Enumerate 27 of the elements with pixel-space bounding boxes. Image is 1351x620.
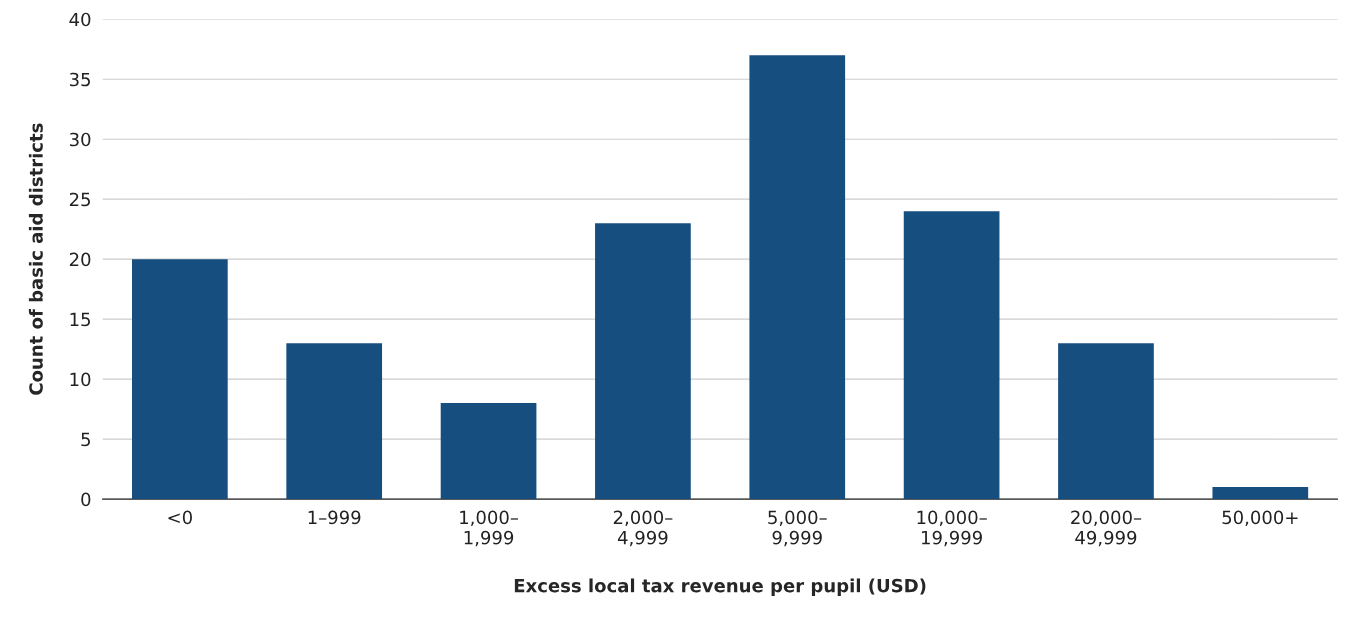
y-tick-label: 40 (69, 12, 91, 27)
bar (1058, 343, 1154, 500)
x-tick-label: 5,000– 9,999 (768, 510, 827, 547)
y-tick-label: 5 (81, 432, 90, 447)
bar (903, 211, 1000, 500)
x-tick-label: 20,000– 49,999 (1071, 510, 1142, 547)
x-axis-title: Excess local tax revenue per pupil (USD) (514, 578, 926, 596)
y-tick-label: 25 (69, 192, 90, 207)
x-tick-label: 2,000– 4,999 (613, 510, 673, 547)
bar (440, 403, 537, 500)
y-tick-label: 15 (70, 312, 90, 327)
x-tick-label: <0 (168, 510, 192, 525)
y-tick-label: 30 (69, 132, 91, 147)
bar (132, 259, 228, 500)
bar (595, 223, 691, 500)
bar (749, 55, 846, 500)
y-tick-label: 10 (70, 372, 91, 387)
y-tick-label: 35 (69, 72, 90, 87)
y-axis-title: Count of basic aid districts (28, 123, 43, 395)
x-tick-label: 1–999 (308, 510, 361, 525)
bar (1212, 487, 1309, 500)
y-tick-label: 20 (69, 252, 91, 267)
x-tick-label: 50,000+ (1222, 510, 1298, 527)
x-tick-label: 10,000– 19,999 (917, 510, 987, 547)
x-tick-label: 1,000– 1,999 (460, 510, 519, 547)
y-tick-label: 0 (81, 492, 91, 507)
bar (286, 343, 383, 500)
